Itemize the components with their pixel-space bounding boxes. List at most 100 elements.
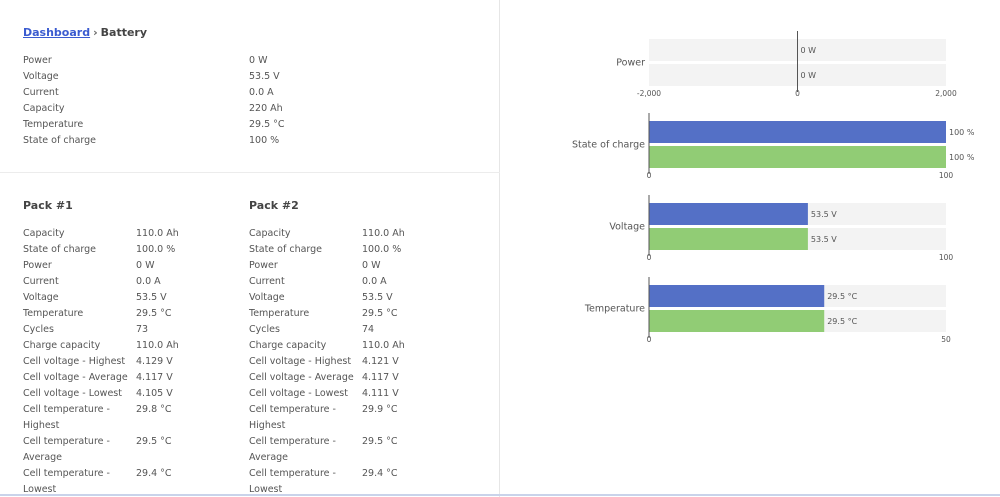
- bar-value-label: 0 W: [801, 46, 817, 55]
- summary-row: Capacity 220 Ah: [23, 101, 483, 117]
- row-value: 74: [362, 324, 375, 335]
- summary-row: Voltage 53.5 V: [23, 69, 483, 85]
- row-value: 29.8 °C: [136, 404, 172, 415]
- page-bottom-border: [0, 494, 1000, 496]
- row-label: Cell voltage - Average: [249, 372, 354, 383]
- row-label: State of charge: [23, 135, 97, 146]
- pack-1-title: Pack #1: [23, 199, 73, 212]
- row-value: 29.5 °C: [362, 436, 398, 447]
- bar: [649, 285, 825, 307]
- pack-row: Voltage 53.5 V: [249, 290, 464, 306]
- pack-row: Power 0 W: [23, 258, 238, 274]
- pack-row: Cell temperature - Highest 29.9 °C: [249, 402, 464, 434]
- row-label: Capacity: [249, 228, 291, 239]
- row-value: 220 Ah: [249, 103, 283, 114]
- row-label: Cell temperature - Lowest: [23, 468, 110, 495]
- pack-row: Cell voltage - Highest 4.121 V: [249, 354, 464, 370]
- pack-row: Cell temperature - Average 29.5 °C: [249, 434, 464, 466]
- row-label: Power: [23, 55, 52, 66]
- bar-value-label: 100 %: [949, 128, 975, 137]
- row-value: 0 W: [249, 55, 268, 66]
- pack-row: Cell voltage - Highest 4.129 V: [23, 354, 238, 370]
- tick-label: 0: [647, 253, 652, 262]
- row-label: Capacity: [23, 228, 65, 239]
- battery-summary: Power 0 W Voltage 53.5 V Current 0.0 A Capacit…: [23, 53, 483, 149]
- row-value: 0.0 A: [136, 276, 161, 287]
- bar-value-label: 29.5 °C: [827, 317, 857, 326]
- row-value: 29.4 °C: [136, 468, 172, 479]
- row-label: Power: [249, 260, 278, 271]
- bar: [649, 203, 808, 225]
- row-label: Temperature: [23, 119, 84, 130]
- row-value: 53.5 V: [136, 292, 167, 303]
- bar-value-label: 53.5 V: [811, 210, 837, 219]
- row-label: Current: [23, 87, 59, 98]
- pack-row: Current 0.0 A: [23, 274, 238, 290]
- row-value: 29.4 °C: [362, 468, 398, 479]
- row-value: 100.0 %: [362, 244, 402, 255]
- row-label: Temperature: [249, 308, 310, 319]
- row-value: 29.5 °C: [136, 308, 172, 319]
- row-value: 53.5 V: [362, 292, 393, 303]
- pack-row: Cell temperature - Highest 29.8 °C: [23, 402, 238, 434]
- tick-label: 100: [939, 253, 954, 262]
- bar-value-label: 0 W: [801, 71, 817, 80]
- pack-row: Cell voltage - Average 4.117 V: [249, 370, 464, 386]
- tick-label: -2,000: [637, 89, 661, 98]
- row-value: 4.117 V: [136, 372, 173, 383]
- row-label: Cell voltage - Average: [23, 372, 128, 383]
- summary-row: State of charge 100 %: [23, 133, 483, 149]
- row-value: 53.5 V: [249, 71, 280, 82]
- category-label: Temperature: [584, 304, 645, 315]
- bar: [649, 121, 946, 143]
- row-value: 4.129 V: [136, 356, 173, 367]
- row-value: 110.0 Ah: [136, 340, 179, 351]
- pack-row: State of charge 100.0 %: [23, 242, 238, 258]
- tick-label: 0: [647, 335, 652, 344]
- row-label: Cell voltage - Highest: [249, 356, 352, 367]
- pack-row: Cell temperature - Average 29.5 °C: [23, 434, 238, 466]
- pack-row: Cycles 74: [249, 322, 464, 338]
- row-label: Cell temperature - Average: [249, 436, 336, 463]
- row-value: 0.0 A: [249, 87, 274, 98]
- category-label: State of charge: [572, 140, 645, 151]
- row-label: Cell temperature - Highest: [249, 404, 336, 431]
- bar-value-label: 100 %: [949, 153, 975, 162]
- summary-row: Temperature 29.5 °C: [23, 117, 483, 133]
- pack-row: Cell voltage - Average 4.117 V: [23, 370, 238, 386]
- pack-row: Cycles 73: [23, 322, 238, 338]
- row-value: 4.121 V: [362, 356, 399, 367]
- row-label: Capacity: [23, 103, 65, 114]
- bar-value-label: 29.5 °C: [827, 292, 857, 301]
- pack-row: Temperature 29.5 °C: [23, 306, 238, 322]
- pack-row: State of charge 100.0 %: [249, 242, 464, 258]
- row-value: 73: [136, 324, 149, 335]
- breadcrumb-link-dashboard[interactable]: Dashboard: [23, 26, 91, 39]
- pack-row: Capacity 110.0 Ah: [249, 226, 464, 242]
- pack-row: Cell temperature - Lowest 29.4 °C: [249, 466, 464, 497]
- bar: [649, 228, 808, 250]
- pack-row: Cell voltage - Lowest 4.105 V: [23, 386, 238, 402]
- battery-bar-charts: 0 W 0 W Power -2,000 0 2,000 100 % 100 % State o…: [572, 31, 975, 344]
- row-value: 29.9 °C: [362, 404, 398, 415]
- row-label: Charge capacity: [23, 340, 101, 351]
- category-label: Voltage: [609, 222, 645, 233]
- row-label: State of charge: [23, 244, 97, 255]
- row-label: Charge capacity: [249, 340, 327, 351]
- row-value: 100.0 %: [136, 244, 176, 255]
- breadcrumb-current: Battery: [100, 26, 148, 39]
- row-label: Cycles: [23, 324, 54, 335]
- tick-label: 2,000: [935, 89, 957, 98]
- tick-label: 100: [939, 171, 954, 180]
- pack-row: Charge capacity 110.0 Ah: [249, 338, 464, 354]
- row-label: Current: [249, 276, 285, 287]
- charts-panel: 0 W 0 W Power -2,000 0 2,000 100 % 100 % State o…: [501, 0, 1000, 497]
- row-label: Cell voltage - Lowest: [23, 388, 122, 399]
- pack-1-details: Capacity 110.0 Ah State of charge 100.0 % Po…: [23, 226, 238, 497]
- category-label: Power: [616, 58, 645, 69]
- bar-value-label: 53.5 V: [811, 235, 837, 244]
- pack-row: Current 0.0 A: [249, 274, 464, 290]
- breadcrumb-separator: ›: [93, 26, 98, 39]
- row-value: 100 %: [249, 135, 280, 146]
